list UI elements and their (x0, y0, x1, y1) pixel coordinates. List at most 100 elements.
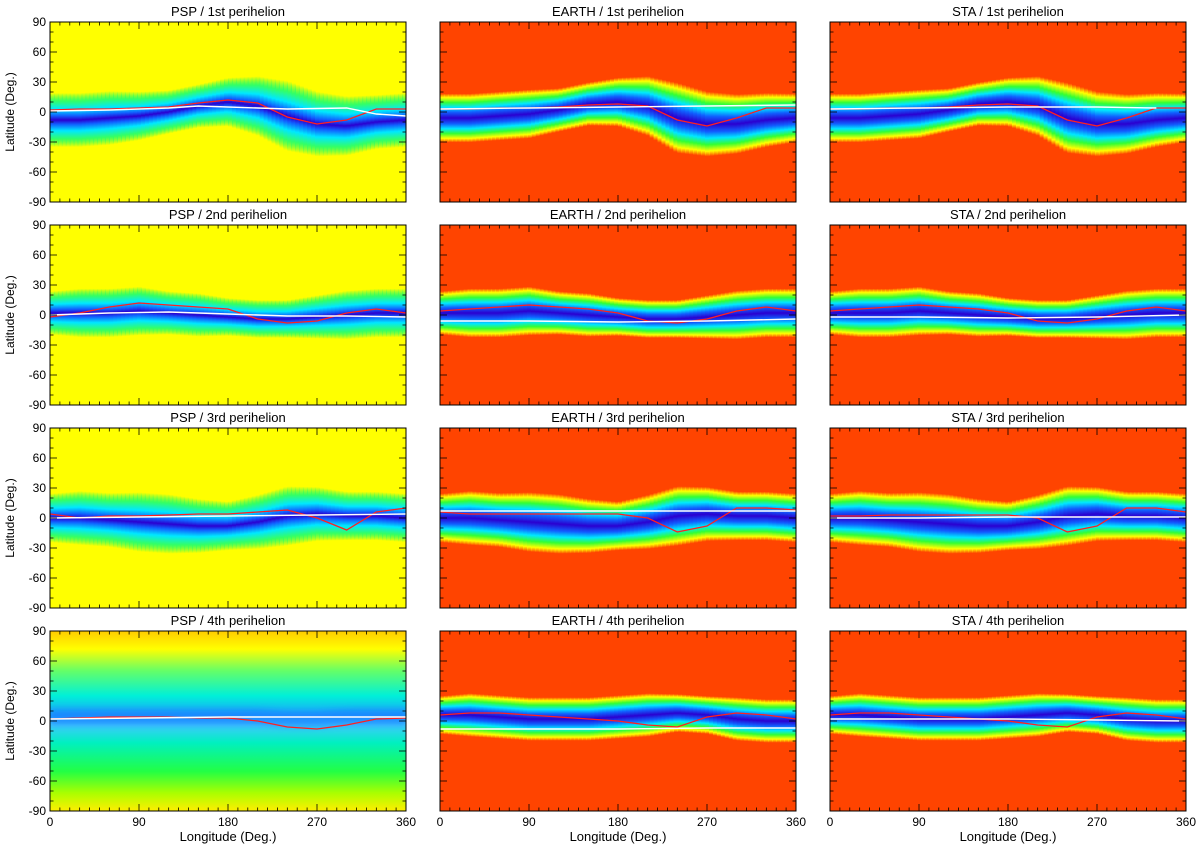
band-slice (1154, 93, 1159, 147)
x-tick-label: 360 (786, 815, 806, 829)
band-slice (235, 298, 241, 337)
band-slice (1114, 93, 1120, 155)
band-slice (1095, 696, 1100, 734)
band-slice (1098, 91, 1104, 157)
band-slice (909, 287, 914, 336)
panel: EARTH / 4th perihelion 0 90 180 270 360 Longit… (437, 613, 807, 844)
heatmap-band (440, 693, 796, 743)
band-slice (212, 500, 217, 552)
band-slice (144, 91, 150, 139)
band-slice (661, 79, 667, 145)
series-line (830, 712, 1186, 728)
x-tick-label: 360 (1176, 815, 1196, 829)
band-slice (487, 288, 493, 338)
band-slice (455, 289, 461, 337)
band-slice (479, 92, 485, 142)
band-slice (358, 289, 364, 339)
band-slice (1098, 696, 1104, 735)
band-slice (558, 291, 564, 335)
band-slice (649, 300, 655, 338)
band-slice (515, 492, 520, 550)
band-slice (125, 287, 130, 337)
band-slice (133, 91, 138, 141)
panel-title: PSP / 3rd perihelion (170, 410, 285, 425)
band-slice (857, 93, 863, 143)
series-line (50, 507, 406, 531)
band-slice (220, 501, 225, 551)
band-slice (374, 95, 379, 149)
panel-title: STA / 2nd perihelion (950, 207, 1066, 222)
band-slice (89, 491, 95, 546)
y-axis-label: Latitude (Deg.) (3, 275, 17, 354)
band-slice (1055, 300, 1061, 338)
band-slice (948, 494, 954, 554)
band-slice (1158, 93, 1163, 147)
band-slice (109, 91, 114, 145)
band-slice (1134, 491, 1140, 541)
band-slice (681, 486, 686, 545)
band-slice (716, 488, 722, 541)
x-tick-label: 270 (1087, 815, 1107, 829)
band-slice (487, 92, 493, 141)
band-slice (740, 697, 746, 741)
band-slice (614, 78, 619, 127)
band-slice (618, 501, 623, 551)
y-tick-label: 90 (33, 421, 47, 435)
band-slice (1023, 497, 1029, 550)
x-tick-label: 90 (132, 815, 146, 829)
band-slice (499, 695, 504, 739)
band-slice (527, 286, 532, 336)
band-slice (1166, 288, 1171, 338)
band-slice (390, 492, 395, 542)
band-slice (511, 492, 516, 550)
series-line (830, 516, 1186, 519)
band-slice (180, 496, 186, 554)
band-slice (625, 77, 631, 130)
band-slice (685, 694, 690, 733)
band-slice (881, 92, 886, 141)
band-slice (483, 92, 489, 142)
band-slice (641, 495, 647, 550)
band-slice (475, 93, 481, 142)
band-slice (602, 295, 607, 337)
band-slice (1043, 300, 1049, 338)
band-slice (394, 288, 399, 338)
band-slice (968, 292, 973, 337)
band-slice (534, 89, 540, 137)
band-slice (784, 93, 789, 144)
band-slice (885, 288, 890, 338)
band-slice (192, 293, 197, 337)
band-slice (877, 288, 883, 338)
band-slice (578, 292, 583, 337)
band-slice (200, 294, 205, 337)
band-slice (720, 696, 726, 738)
band-slice (1126, 491, 1132, 541)
band-slice (1075, 298, 1080, 339)
band-slice (732, 94, 738, 154)
band-slice (788, 93, 793, 144)
y-tick-label: -30 (29, 338, 47, 352)
band-slice (1079, 486, 1084, 544)
band-slice (602, 500, 607, 552)
band-slice (447, 492, 453, 544)
y-tick-label: 30 (33, 278, 47, 292)
band-slice (909, 90, 914, 139)
band-slice (594, 294, 599, 337)
band-slice (65, 93, 71, 147)
band-slice (554, 291, 560, 335)
band-slice (251, 76, 257, 135)
y-tick-label: -90 (29, 804, 47, 818)
band-slice (1059, 300, 1064, 338)
y-tick-label: 60 (33, 451, 47, 465)
band-slice (519, 696, 524, 741)
band-slice (140, 91, 146, 140)
band-slice (897, 492, 902, 549)
band-slice (1035, 495, 1041, 549)
band-slice (168, 291, 174, 335)
band-slice (172, 89, 178, 133)
band-slice (917, 89, 922, 139)
band-slice (550, 88, 556, 133)
panel: STA / 3rd perihelion (829, 410, 1187, 609)
band-slice (590, 81, 595, 126)
band-slice (841, 694, 847, 736)
